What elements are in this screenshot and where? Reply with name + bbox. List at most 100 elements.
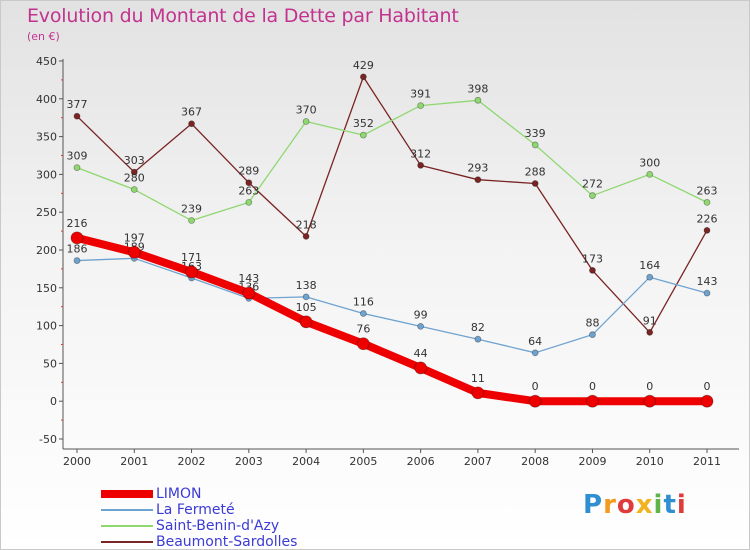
data-point [531,141,539,149]
data-label: 288 [525,165,546,178]
data-point [703,289,711,297]
data-label: 293 [467,162,488,175]
x-tick-label: 2003 [235,455,263,468]
data-label: 64 [528,335,542,348]
data-label: 171 [181,251,202,264]
data-point [73,164,81,171]
data-label: 88 [585,317,599,330]
data-point [359,73,367,81]
data-point [130,168,138,176]
y-tick-label: 200 [36,244,57,257]
data-point [302,293,310,301]
data-point [302,118,310,125]
data-label: 11 [471,372,485,385]
data-point [646,273,654,281]
y-tick-label: 0 [50,395,57,408]
data-label: 186 [67,243,88,256]
x-tick-label: 2006 [407,455,435,468]
data-label: 367 [181,106,202,119]
data-label: 116 [353,296,374,309]
legend-label: Beaumont-Sardolles [156,534,298,550]
data-point [471,386,485,400]
data-point [242,286,256,300]
series-line [76,99,708,222]
data-point [359,131,367,139]
data-label: 339 [525,127,546,140]
legend-swatch [101,490,153,498]
data-label: 377 [67,98,88,111]
data-label: 239 [181,203,202,216]
data-label: 138 [296,279,317,292]
data-point [474,176,482,184]
data-point [417,102,425,110]
data-point [73,257,81,264]
x-tick-label: 2011 [693,455,721,468]
data-point [414,361,428,375]
y-tick-label: 50 [43,357,57,370]
data-point [130,186,138,193]
data-label: 197 [124,231,145,244]
data-point [531,180,539,187]
x-tick-label: 2009 [578,455,606,468]
data-label: 272 [582,178,603,191]
x-tick-label: 2004 [292,455,320,468]
data-point [703,198,711,206]
data-label: 303 [124,154,145,167]
data-point [586,394,599,408]
series-line [76,257,708,354]
data-label: 226 [697,212,718,225]
data-point [474,335,482,343]
data-label: 309 [67,150,88,163]
data-point [646,329,654,336]
data-point [417,322,425,330]
unit-label: (en €) [27,30,60,43]
y-tick-label: 350 [36,131,57,144]
data-point [589,331,596,339]
data-label: 280 [124,172,145,185]
data-point [703,226,711,234]
x-tick-label: 2008 [521,455,549,468]
data-label: 91 [643,314,657,327]
data-point [245,179,253,187]
data-label: 0 [589,380,596,393]
legend-swatch [101,525,153,527]
data-point [646,170,654,178]
data-label: 105 [296,301,317,314]
data-label: 289 [238,165,259,178]
data-point [188,217,195,224]
y-tick-label: 150 [36,282,57,295]
y-tick-label: 400 [36,93,57,106]
logo-letter: r [603,490,617,520]
data-point [528,394,542,408]
data-point [359,310,367,317]
data-label: 263 [697,184,718,197]
y-tick-label: 250 [36,206,57,219]
data-label: 263 [238,184,259,197]
legend-label: Saint-Benin-d'Azy [156,518,280,534]
data-point [245,198,253,206]
legend-item: Beaumont-Sardolles [101,534,361,550]
data-point [417,161,425,169]
data-point [356,337,370,351]
data-point [589,192,596,199]
legend-label: La Fermeté [156,502,235,518]
data-label: 0 [646,380,653,393]
data-point [474,96,482,104]
legend-item: LIMON [101,486,361,502]
data-label: 143 [238,272,259,285]
data-label: 164 [639,259,660,272]
data-label: 352 [353,117,374,130]
logo-letter: i [653,490,664,520]
data-point [700,394,714,408]
data-label: 398 [467,82,488,95]
logo-letter: i [676,490,687,520]
data-label: 99 [414,308,428,321]
legend-swatch [101,509,153,511]
y-tick-label: 100 [36,320,57,333]
data-point [188,120,195,128]
data-point [302,232,310,240]
data-point [185,265,198,279]
legend: LIMON La Fermeté Saint-Benin-d'Azy Beaum… [101,486,361,550]
